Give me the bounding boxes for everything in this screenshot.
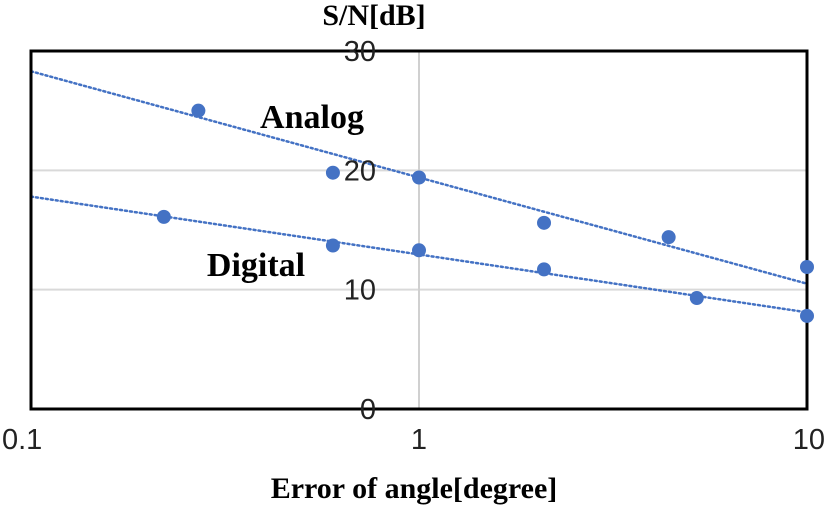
data-point-digital [412,243,426,258]
x-tick-label: 0.1 [2,424,42,456]
data-point-analog [537,215,552,230]
y-tick-label: 10 [344,275,376,307]
x-tick-label: 10 [793,424,825,456]
data-point-digital [800,308,814,323]
data-point-digital [325,238,340,253]
grid-lines [31,51,807,409]
y-tick-labels: 0 10 20 30 [344,36,376,426]
y-axis-label: S/N[dB] [322,0,425,32]
series-label-digital: Digital [207,247,305,284]
plot-frame [29,49,809,411]
data-point-digital [537,262,552,277]
data-point-analog [412,170,426,185]
y-tick-label: 0 [360,394,376,426]
series-label-analog: Analog [260,99,364,136]
y-tick-label: 20 [344,155,376,187]
y-tick-label: 30 [344,36,376,68]
x-axis-label: Error of angle[degree] [271,472,558,505]
data-point-digital [156,209,171,224]
data-point-analog [191,103,206,118]
x-tick-labels: 0.1 1 10 [2,424,825,456]
data-points [156,103,814,323]
data-point-analog [661,230,676,245]
data-point-analog [325,165,340,180]
data-point-digital [689,291,704,306]
x-tick-label: 1 [411,424,427,456]
data-point-analog [800,259,814,274]
